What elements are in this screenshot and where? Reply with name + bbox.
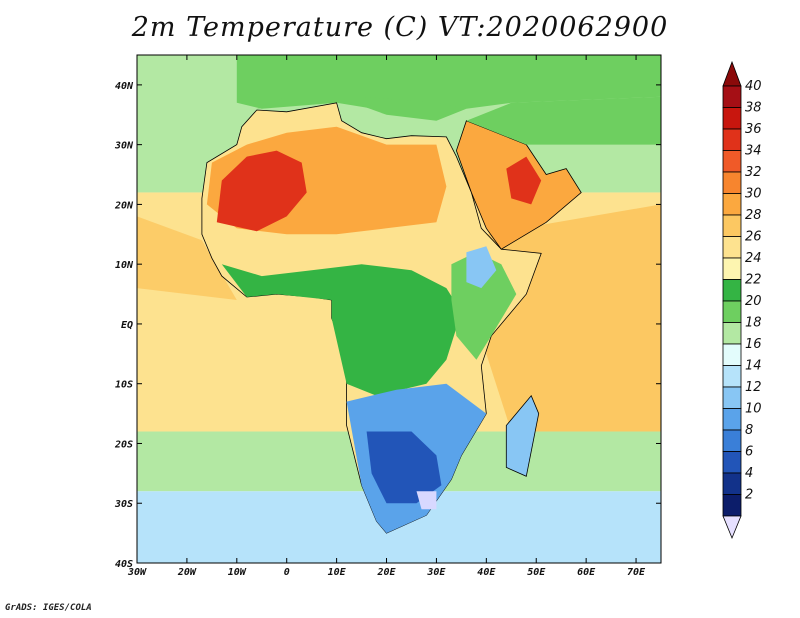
colorbar-label: 36 [745, 122, 762, 137]
colorbar-swatch [722, 429, 742, 452]
colorbar-label: 12 [745, 380, 762, 395]
colorbar-label: 26 [745, 230, 762, 245]
colorbar-swatch [722, 386, 742, 409]
colorbar-label: 4 [745, 466, 753, 481]
lat-tick-label: 20N [114, 200, 134, 211]
colorbar-bottom-arrow [722, 515, 742, 540]
colorbar-swatch [722, 494, 742, 517]
middle-east [466, 96, 661, 145]
colorbar-label: 40 [745, 79, 762, 94]
colorbar-swatch [722, 343, 742, 366]
sahara-hot-core [216, 150, 307, 232]
madagascar [505, 394, 540, 477]
colorbar-label: 20 [745, 294, 762, 309]
colorbar-label: 16 [745, 337, 762, 352]
colorbar-label: 38 [745, 101, 762, 116]
colorbar-swatch [722, 257, 742, 280]
colorbar-swatch [722, 300, 742, 323]
map-fields [137, 55, 661, 563]
colorbar-label: 22 [745, 273, 762, 288]
colorbar-swatch [722, 193, 742, 216]
colorbar-swatch [722, 322, 742, 345]
colorbar-label: 28 [745, 208, 762, 223]
axis-ticks: 30W 20W 10W 0 10E 20E 30E 40E 50E 60E 70E 40N 30N 20N… [114, 55, 661, 578]
lon-tick-label: 20W [177, 567, 197, 578]
lat-tick-label: 30S [114, 499, 133, 510]
colorbar-label: 34 [745, 144, 762, 159]
grads-credit: GrADS: IGES/COLA [5, 603, 92, 613]
lon-tick-label: 50E [527, 567, 546, 578]
lon-tick-label: 20E [376, 567, 396, 578]
colorbar-swatch [722, 408, 742, 431]
colorbar-label: 10 [745, 402, 762, 417]
lon-tick-label: 0 [284, 567, 290, 578]
lon-tick-label: 10E [328, 567, 347, 578]
lat-tick-label: 40N [115, 81, 134, 92]
lat-tick-label: 40S [115, 559, 133, 570]
map-title: 2m Temperature (C) VT:2020062900 [131, 12, 669, 43]
southern-africa-cold [366, 431, 442, 504]
colorbar-swatch [722, 150, 742, 173]
ocean-west-africa [137, 216, 237, 300]
colorbar-label: 2 [745, 488, 753, 503]
arabia-hot-core [506, 156, 542, 205]
colorbar-swatch [722, 85, 742, 108]
colorbar-swatch [722, 472, 742, 495]
colorbar-swatch [722, 128, 742, 151]
colorbar-swatch [722, 236, 742, 259]
colorbar-label: 32 [745, 165, 762, 180]
colorbar-top-arrow [722, 60, 742, 87]
colorbar-swatch [722, 214, 742, 237]
colorbar-swatch [722, 365, 742, 388]
colorbar-label: 8 [745, 423, 753, 438]
europe [236, 55, 661, 115]
lat-tick-label: 10N [115, 260, 134, 271]
lon-tick-label: 10W [228, 567, 247, 578]
colorbar: 40 38 36 34 32 30 28 26 24 22 20 18 16 14 12 10 8 6 4 2 [722, 60, 762, 540]
lat-tick-label: 20S [114, 439, 133, 450]
ethiopian-highlands [466, 246, 497, 289]
colorbar-swatch [722, 107, 742, 130]
lon-tick-label: 40E [477, 567, 496, 578]
lon-tick-label: 60E [577, 567, 596, 578]
lat-tick-label: EQ [121, 320, 133, 331]
colorbar-swatch [722, 451, 742, 474]
colorbar-label: 30 [745, 187, 762, 202]
colorbar-label: 24 [745, 251, 762, 266]
map-frame [136, 54, 662, 564]
colorbar-swatch [722, 279, 742, 302]
lesotho-cold [416, 491, 437, 510]
lat-tick-label: 30N [114, 141, 134, 152]
lon-tick-label: 30E [426, 567, 446, 578]
central-africa-green [221, 264, 462, 396]
lon-tick-label: 30W [127, 567, 147, 578]
mediterranean-sea [256, 96, 467, 121]
colorbar-label: 6 [745, 445, 753, 460]
lon-tick-label: 70E [627, 567, 646, 578]
colorbar-swatch [722, 171, 742, 194]
colorbar-label: 14 [745, 359, 762, 374]
colorbar-label: 18 [745, 316, 762, 331]
lat-tick-label: 10S [115, 380, 133, 391]
